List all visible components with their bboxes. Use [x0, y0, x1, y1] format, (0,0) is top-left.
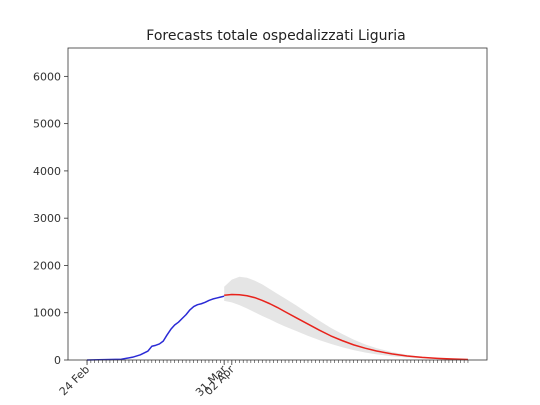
- x-tick-label: 24 Feb: [57, 363, 92, 398]
- y-tick-label: 0: [54, 354, 61, 367]
- y-tick-label: 5000: [33, 118, 61, 131]
- forecast-series-line: [224, 293, 468, 361]
- chart-title: Forecasts totale ospedalizzati Liguria: [146, 28, 405, 44]
- observed-series-line: [87, 295, 225, 361]
- y-tick-label: 4000: [33, 165, 61, 178]
- y-tick-label: 1000: [33, 307, 61, 320]
- y-tick-label: 3000: [33, 212, 61, 225]
- y-tick-label: 6000: [33, 70, 61, 83]
- y-tick-label: 2000: [33, 259, 61, 272]
- forecast-confidence-band: [224, 276, 468, 360]
